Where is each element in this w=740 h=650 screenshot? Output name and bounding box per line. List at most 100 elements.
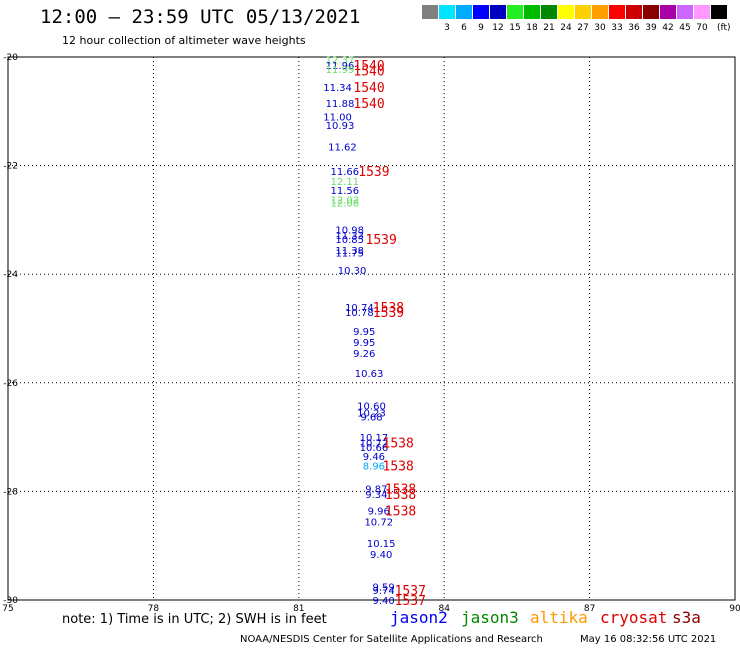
wave-height-label: 9.68 bbox=[360, 412, 382, 423]
note-text: note: 1) Time is in UTC; 2) SWH is in fe… bbox=[62, 612, 327, 627]
color-swatch bbox=[694, 5, 710, 19]
time-label: 1538 bbox=[385, 488, 416, 503]
color-swatch bbox=[490, 5, 506, 19]
wave-height-label: 10.15 bbox=[367, 539, 396, 550]
wave-height-label: 11.33 bbox=[335, 231, 364, 242]
color-swatch bbox=[473, 5, 489, 19]
wave-height-label: 12.11 bbox=[331, 177, 360, 188]
color-legend-label: 36 bbox=[628, 23, 640, 33]
chart-subtitle: 12 hour collection of altimeter wave hei… bbox=[62, 34, 306, 47]
color-swatch bbox=[558, 5, 574, 19]
x-tick-label: 84 bbox=[438, 604, 450, 614]
color-legend-label: 27 bbox=[577, 23, 589, 33]
plot-frame bbox=[7, 56, 736, 601]
color-swatch bbox=[524, 5, 540, 19]
wave-height-label: 10.30 bbox=[338, 266, 367, 277]
wave-height-label: 10.17 bbox=[360, 433, 389, 444]
color-swatch bbox=[456, 5, 472, 19]
color-swatch bbox=[541, 5, 557, 19]
wave-height-label: 10.66 bbox=[360, 443, 389, 454]
time-label: 1537 bbox=[395, 584, 426, 599]
footer-credit: NOAA/NESDIS Center for Satellite Applica… bbox=[240, 634, 543, 645]
time-label: 1537 bbox=[395, 594, 426, 609]
color-legend-label: 30 bbox=[594, 23, 606, 33]
color-swatch bbox=[626, 5, 642, 19]
x-tick-label: 90 bbox=[729, 604, 740, 614]
wave-height-label: 10.63 bbox=[355, 369, 384, 380]
wave-height-label: 11.34 bbox=[323, 83, 352, 94]
wave-height-label: 12.08 bbox=[331, 199, 360, 210]
color-legend-label: 70 bbox=[696, 23, 708, 33]
color-swatch bbox=[575, 5, 591, 19]
color-legend-label: 42 bbox=[662, 23, 674, 33]
wave-height-label: 9.96 bbox=[368, 506, 390, 517]
wave-height-label: 9.87 bbox=[365, 485, 387, 496]
color-legend-label: 9 bbox=[478, 23, 484, 33]
color-legend-label: 24 bbox=[560, 23, 572, 33]
wave-height-label: 11.96 bbox=[326, 61, 355, 72]
wave-height-label: 8.96 bbox=[363, 461, 385, 472]
time-label: 1538 bbox=[383, 459, 414, 474]
chart-title: 12:00 — 23:59 UTC 05/13/2021 bbox=[40, 6, 361, 28]
y-tick-label: -30 bbox=[3, 596, 18, 606]
y-tick-label: -22 bbox=[3, 162, 18, 172]
time-label: 1539 bbox=[373, 306, 404, 321]
wave-height-label: 9.34 bbox=[365, 490, 387, 501]
time-label: 1539 bbox=[366, 233, 397, 248]
satellite-legend-cryosat: cryosat bbox=[600, 608, 668, 627]
time-label: 1539 bbox=[358, 165, 389, 180]
wave-height-label: 9.26 bbox=[353, 349, 375, 360]
color-swatch bbox=[643, 5, 659, 19]
x-tick-label: 87 bbox=[584, 604, 595, 614]
wave-height-label: 9.59 bbox=[372, 582, 394, 593]
color-legend-label: 3 bbox=[444, 23, 450, 33]
color-swatch bbox=[507, 5, 523, 19]
color-legend-label: 6 bbox=[461, 23, 467, 33]
x-tick-label: 78 bbox=[148, 604, 160, 614]
wave-height-label: 10.60 bbox=[357, 402, 386, 413]
wave-height-label: 9.95 bbox=[353, 338, 375, 349]
wave-height-label: 9.74 bbox=[372, 586, 394, 597]
wave-height-label: 10.78 bbox=[345, 308, 374, 319]
satellite-legend-jason2: jason2 bbox=[390, 608, 448, 627]
satellite-legend-jason3: jason3 bbox=[461, 608, 519, 627]
wave-height-label: 11.00 bbox=[323, 113, 352, 124]
wave-height-label: 10.74 bbox=[345, 303, 374, 314]
color-swatch bbox=[677, 5, 693, 19]
wave-height-label: 11.99 bbox=[326, 65, 355, 76]
color-swatch bbox=[439, 5, 455, 19]
color-legend-label: 39 bbox=[645, 23, 657, 33]
y-tick-label: -20 bbox=[3, 53, 18, 63]
time-label: 1538 bbox=[383, 437, 414, 452]
time-label: 1538 bbox=[373, 301, 404, 316]
wave-height-label: 11.75 bbox=[335, 248, 364, 259]
wave-height-label: 10.98 bbox=[335, 226, 364, 237]
wave-height-label: 12.02 bbox=[331, 195, 360, 206]
wave-height-label: 12.37 bbox=[326, 56, 355, 67]
wave-height-label: 10.72 bbox=[364, 517, 393, 528]
color-legend-label: 18 bbox=[526, 23, 538, 33]
satellite-legend-altika: altika bbox=[530, 608, 588, 627]
color-legend-label: (ft) bbox=[717, 23, 731, 33]
x-tick-label: 75 bbox=[2, 604, 13, 614]
time-label: 1540 bbox=[353, 97, 384, 112]
wave-height-label: 10.23 bbox=[357, 409, 386, 420]
wave-height-label: 10.93 bbox=[326, 121, 355, 132]
x-tick-label: 81 bbox=[293, 604, 304, 614]
color-legend-label: 33 bbox=[611, 23, 623, 33]
color-legend-label: 15 bbox=[509, 23, 521, 33]
color-legend-label: 45 bbox=[679, 23, 691, 33]
wave-height-label: 9.46 bbox=[363, 452, 385, 463]
time-label: 1538 bbox=[385, 504, 416, 519]
y-tick-label: -24 bbox=[3, 270, 18, 280]
color-swatch bbox=[422, 5, 438, 19]
wave-height-label: 9.40 bbox=[370, 550, 392, 561]
wave-height-label: 10.85 bbox=[335, 235, 364, 246]
color-swatch bbox=[609, 5, 625, 19]
wave-height-label: 11.62 bbox=[328, 143, 357, 154]
color-legend-label: 21 bbox=[543, 23, 555, 33]
time-label: 1540 bbox=[353, 59, 384, 74]
wave-height-label: 9.95 bbox=[353, 327, 375, 338]
wave-height-label: 11.38 bbox=[335, 246, 364, 257]
